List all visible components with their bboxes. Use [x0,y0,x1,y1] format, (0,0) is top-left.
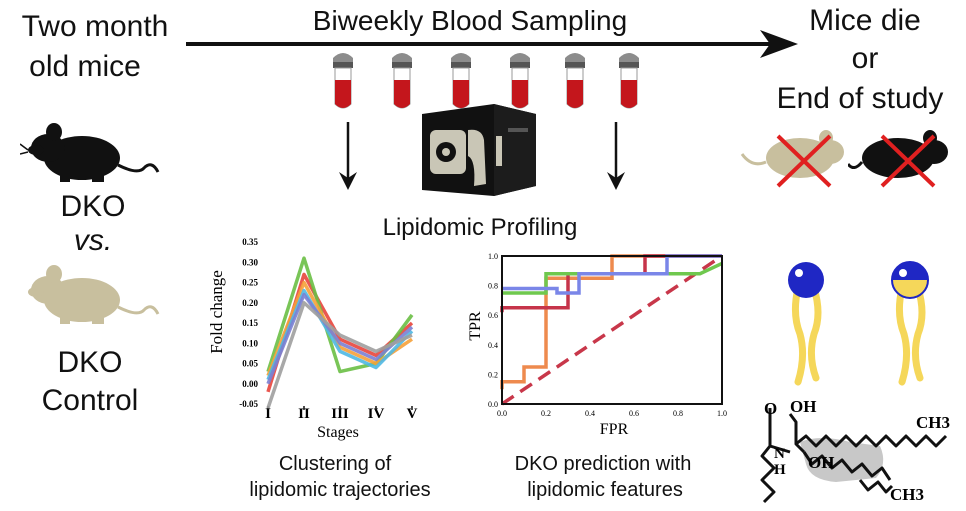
y-tick-label: 0.15 [242,318,258,328]
y-tick-label: 0.05 [242,359,258,369]
ceramide-structure-icon: O OH N H OH CH3 CH3 [760,397,950,504]
y-tick-label: 0.20 [242,298,258,308]
vs-label: vs. [73,224,113,257]
x-tick-label: 0.2 [541,409,551,418]
timeline-arrow [186,30,798,58]
roc-curve [502,254,722,295]
y-tick-label: 0.30 [242,257,258,267]
x-tick-labels: I II III IV V [265,406,418,422]
end-label-line2: or [851,42,879,75]
x-tick-label: 0.6 [629,409,639,418]
x-tick-label: 0.4 [585,409,595,418]
y-axis-label: Fold change [207,270,226,354]
dead-control-mouse-icon [740,130,844,188]
y-tick-label: 1.0 [488,252,498,261]
down-arrow-right-icon [607,122,625,190]
x-axis-label: Stages [317,424,359,441]
mass-spectrometer-icon [422,104,536,196]
y-tick-label: 0.8 [488,282,498,291]
end-label-line1: Mice die [809,4,921,37]
series-line [266,292,414,385]
y-tick-label: -0.05 [239,399,258,409]
lipidomic-profiling-label: Lipidomic Profiling [382,214,578,241]
y-tick-labels: 0.35 0.30 0.25 0.20 0.15 0.10 0.05 0.00 -0.05 [239,237,258,409]
roc-frame [501,255,723,405]
blood-tube-icon [451,53,471,109]
methyl-label-top: CH3 [916,413,950,432]
dko-label: DKO [60,190,126,223]
y-tick-label: 0.25 [242,278,258,288]
control-mouse-icon [28,265,160,324]
x-tick-label: 0.0 [497,409,507,418]
x-tick-label: IV [368,406,385,422]
hydroxyl-label-mid: OH [808,453,834,472]
start-label-line2: old mice [29,50,141,83]
end-label-line3: End of study [776,82,944,115]
timeline-title: Biweekly Blood Sampling [312,5,628,36]
blood-tube-icon [619,53,639,109]
y-tick-label: 0.4 [488,341,498,350]
x-axis-label: FPR [600,421,629,438]
x-tick-label: I [265,406,271,422]
y-tick-label: 0.35 [242,237,258,247]
hydrogen-label: H [774,462,786,478]
methyl-label-bottom: CH3 [890,485,924,504]
roc-curves [500,254,723,406]
x-tick-label: 0.8 [673,409,683,418]
x-tick-label: 1.0 [717,409,727,418]
oxygen-label: O [764,399,777,418]
blood-tube-icon [392,53,412,109]
chance-diagonal-line [501,254,723,406]
blood-tube-icon [333,53,353,109]
dko-caption-line1: DKO prediction with [514,453,692,475]
x-tick-label: II [298,406,310,422]
clustering-caption-line2: lipidomic trajectories [249,479,431,501]
dko-caption-line2: lipidomic features [527,479,683,501]
roc-curve [502,261,723,295]
y-tick-label: 0.2 [488,370,498,379]
hydroxyl-label-top: OH [790,397,816,416]
dead-dko-mouse-icon [848,130,948,188]
down-arrow-left-icon [339,122,357,190]
y-tick-label: 0.6 [488,311,498,320]
nitrogen-label: N [774,446,785,462]
x-tick-label: III [331,406,349,422]
lipid-molecule-icon [788,262,824,386]
control-label-line1: DKO [57,346,123,379]
start-label-line1: Two month [21,10,169,43]
y-axis-label: TPR [467,311,484,341]
modified-lipid-molecule-icon [891,261,929,386]
blood-tube-icon [510,53,530,109]
series-line [266,301,413,409]
series-lines [266,256,414,409]
tick-labels: 0.0 0.2 0.4 0.6 0.8 1.0 0.0 0.2 0.4 0.6 0.8 1.0 [488,252,727,418]
y-tick-label: 0.00 [242,379,258,389]
roc-chart: 0.0 0.2 0.4 0.6 0.8 1.0 0.0 0.2 0.4 0.6 0.8 1.0 TPR… [467,252,727,438]
dko-mouse-icon [20,123,160,182]
y-tick-label: 0.10 [242,338,258,348]
clustering-caption-line1: Clustering of [278,453,392,475]
roc-curve [500,254,722,390]
x-tick-label: V [407,406,418,422]
control-label-line2: Control [41,384,139,417]
blood-tube-icon [565,53,585,109]
y-tick-label: 0.0 [488,400,498,409]
